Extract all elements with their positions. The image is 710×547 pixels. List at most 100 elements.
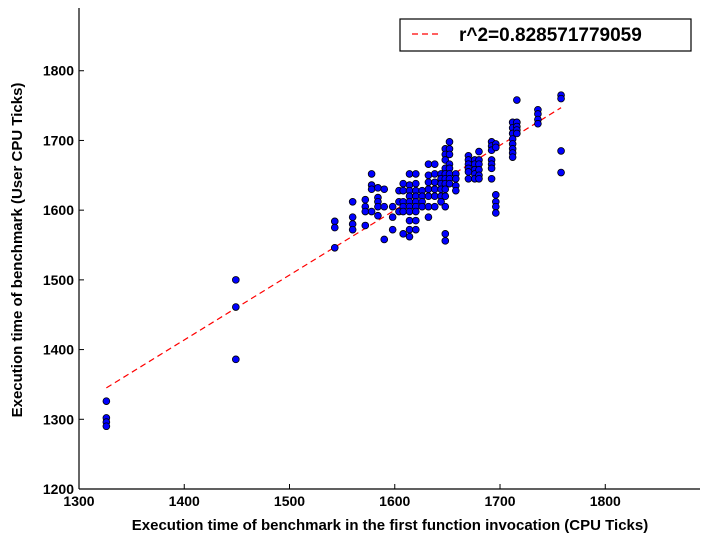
data-point <box>513 129 521 138</box>
data-point <box>412 216 420 225</box>
legend: r^2=0.828571779059 <box>399 18 692 52</box>
data-point <box>232 276 240 284</box>
x-tick-label: 1300 <box>63 493 94 509</box>
data-point <box>430 170 439 178</box>
y-axis-label: Execution time of benchmark (User CPU Ti… <box>9 83 26 418</box>
data-point <box>445 179 454 188</box>
data-point <box>492 143 500 152</box>
data-point <box>330 223 339 232</box>
data-point <box>424 192 433 201</box>
y-tick-label: 1400 <box>43 342 74 358</box>
data-point <box>441 192 450 201</box>
points-layer <box>102 91 565 431</box>
data-point <box>374 184 382 192</box>
data-point <box>424 213 433 221</box>
data-point <box>348 197 357 206</box>
data-point <box>430 192 439 201</box>
data-point <box>430 185 439 194</box>
data-point <box>405 207 414 216</box>
data-point <box>361 195 370 204</box>
data-point <box>380 185 389 194</box>
data-point <box>492 209 500 217</box>
data-point <box>424 202 433 211</box>
x-tick-label: 1500 <box>274 493 305 509</box>
data-point <box>557 147 565 155</box>
data-point <box>418 202 426 211</box>
y-tick-label: 1700 <box>43 132 74 148</box>
data-point <box>380 202 389 211</box>
data-point <box>102 422 111 431</box>
data-point <box>405 216 414 225</box>
data-point <box>445 150 454 159</box>
data-point <box>388 213 397 221</box>
x-tick-label: 1700 <box>484 493 515 509</box>
fit-line-layer <box>106 107 562 389</box>
data-point <box>430 178 439 187</box>
axes: 1300 1400 1500 1600 1700 18001200130014001500… <box>43 8 700 509</box>
data-point <box>452 186 460 195</box>
data-point <box>232 355 240 364</box>
data-point <box>557 168 565 177</box>
data-point <box>430 160 439 168</box>
legend-box <box>399 18 692 52</box>
data-point <box>348 225 357 234</box>
data-point <box>557 94 565 103</box>
data-point <box>492 191 500 199</box>
data-point <box>430 202 439 211</box>
data-point <box>424 171 433 180</box>
data-point <box>367 170 376 178</box>
data-point <box>399 186 407 195</box>
data-point <box>424 185 433 194</box>
legend-label-fit: r^2=0.828571779059 <box>459 25 642 46</box>
data-point <box>441 230 450 238</box>
data-point <box>405 170 414 178</box>
data-point <box>330 217 339 226</box>
data-point <box>412 207 420 216</box>
y-tick-label: 1500 <box>43 272 74 288</box>
y-tick-label: 1300 <box>43 411 74 427</box>
data-point <box>367 185 376 194</box>
data-point <box>441 237 450 245</box>
y-tick-label: 1600 <box>43 202 74 218</box>
data-point <box>412 170 420 178</box>
data-point <box>487 174 496 183</box>
data-point <box>475 147 483 156</box>
data-point <box>399 207 407 216</box>
data-point <box>399 179 407 188</box>
x-tick-label: 1800 <box>590 493 621 509</box>
data-point <box>388 225 397 234</box>
data-point <box>492 202 500 211</box>
data-point <box>464 168 473 176</box>
data-point <box>534 119 542 128</box>
y-tick-label: 1200 <box>43 481 74 497</box>
data-point <box>513 96 521 104</box>
data-point <box>388 202 397 211</box>
data-point <box>424 160 433 168</box>
data-point <box>330 244 339 252</box>
data-point <box>374 211 382 220</box>
data-point <box>464 174 473 183</box>
data-point <box>102 397 111 405</box>
data-point <box>374 202 382 211</box>
data-point <box>487 164 496 173</box>
x-axis-label: Execution time of benchmark in the first… <box>132 517 648 534</box>
data-point <box>405 225 414 234</box>
data-point <box>361 221 370 230</box>
data-point <box>361 207 370 216</box>
data-point <box>445 138 454 146</box>
data-point <box>380 235 389 244</box>
data-point <box>452 174 460 183</box>
data-point <box>412 179 420 188</box>
data-point <box>437 197 445 206</box>
data-point <box>405 232 414 241</box>
data-point <box>508 153 517 161</box>
data-point <box>367 207 376 216</box>
fit-line <box>106 107 562 389</box>
x-tick-label: 1600 <box>379 493 410 509</box>
data-point <box>348 213 357 221</box>
data-point <box>441 202 450 211</box>
data-point <box>475 174 483 183</box>
data-point <box>399 230 407 238</box>
